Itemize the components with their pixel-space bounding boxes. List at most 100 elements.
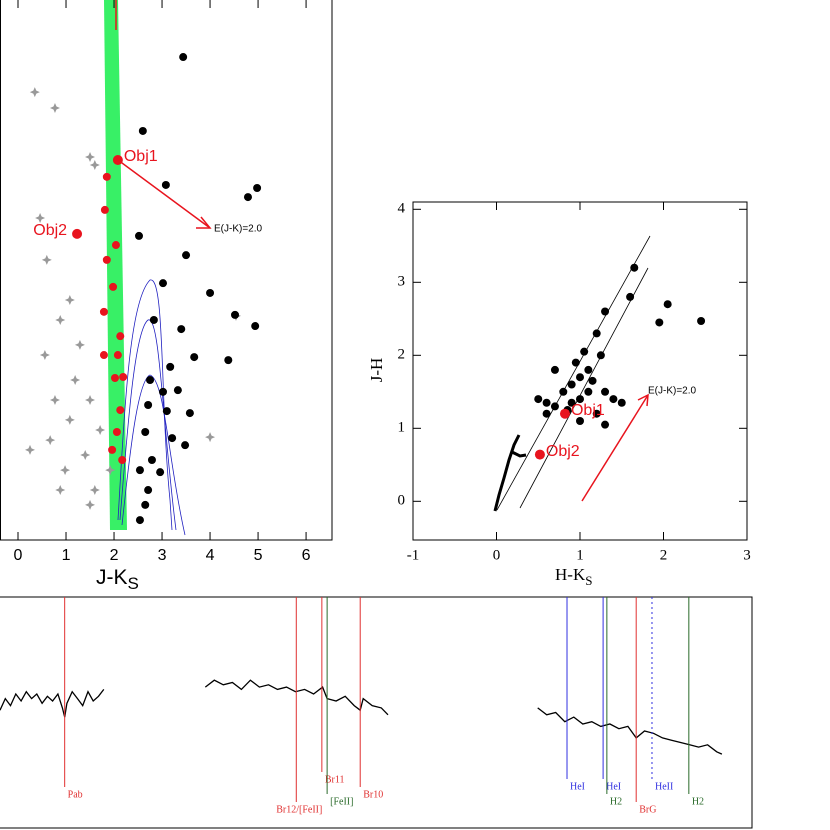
- plot-frame: [412, 201, 748, 541]
- y-tick-label: 3: [398, 274, 406, 290]
- point: [112, 428, 121, 436]
- point: [113, 351, 122, 360]
- point: [55, 314, 66, 325]
- point: [70, 375, 81, 386]
- point: [89, 160, 100, 171]
- x-axis-title-main: H-K: [555, 565, 586, 584]
- reddening-band: [519, 267, 649, 509]
- spectrum: [537, 707, 723, 755]
- point: [630, 263, 639, 272]
- point: [185, 409, 194, 418]
- point: [588, 376, 597, 385]
- y-tick-label: 0: [398, 493, 406, 509]
- spectral-line-label: H2: [692, 796, 704, 807]
- point: [224, 356, 233, 365]
- point: [231, 310, 240, 319]
- point: [118, 456, 127, 465]
- point-label: Obj1: [124, 148, 158, 165]
- point: [45, 435, 56, 446]
- point: [135, 516, 144, 525]
- y-axis-title: J-H: [367, 358, 386, 383]
- point: [559, 387, 568, 396]
- point: [697, 316, 706, 325]
- point: [617, 398, 626, 407]
- point: [601, 420, 610, 429]
- x-tick-label: 5: [254, 547, 263, 564]
- x-tick-label: 3: [158, 547, 167, 564]
- x-tick-label: 2: [660, 547, 668, 563]
- point: [253, 183, 262, 192]
- spectral-line-label: HeI: [570, 781, 585, 792]
- plot-frame: [0, 596, 753, 829]
- point: [609, 395, 618, 404]
- point: [158, 387, 167, 396]
- point: [576, 417, 584, 426]
- point: [626, 292, 635, 301]
- point: [72, 228, 83, 239]
- point: [534, 395, 543, 404]
- point: [116, 332, 125, 341]
- point: [182, 251, 191, 260]
- point: [89, 485, 100, 496]
- x-axis-title: H-KS: [555, 565, 592, 588]
- reddening-band: [496, 235, 651, 511]
- spectral-line-label: [FeII]: [330, 796, 353, 807]
- x-tick-label: 0: [14, 547, 23, 564]
- point: [116, 406, 125, 415]
- point: [243, 193, 252, 202]
- y-tick-label: 2: [398, 347, 406, 363]
- x-axis-title-main: J-K: [96, 566, 128, 589]
- point: [601, 387, 610, 396]
- point: [41, 254, 52, 265]
- isochrone: [121, 374, 186, 536]
- point: [576, 373, 584, 382]
- annotation: E(J-K)=2.0: [214, 224, 263, 235]
- point: [592, 329, 601, 338]
- point: [138, 126, 147, 135]
- spectrum: [204, 679, 389, 716]
- point-label: Obj2: [33, 222, 67, 239]
- point: [166, 362, 175, 371]
- point: [190, 353, 199, 362]
- point: [105, 465, 116, 476]
- point: [80, 449, 91, 460]
- point: [162, 407, 171, 416]
- point: [134, 231, 143, 240]
- point: [580, 347, 589, 356]
- point: [25, 444, 36, 455]
- point: [181, 441, 190, 450]
- point: [179, 53, 188, 62]
- point: [663, 300, 672, 309]
- point: [584, 365, 593, 374]
- point: [205, 432, 216, 443]
- spectral-line-label: Br10: [363, 789, 383, 800]
- x-tick-label: 6: [302, 547, 311, 564]
- point: [119, 372, 128, 381]
- point: [39, 350, 50, 361]
- point: [74, 339, 85, 350]
- point: [542, 398, 551, 407]
- point: [168, 434, 177, 443]
- spectral-line-label: Pab: [68, 789, 83, 800]
- point: [144, 401, 153, 409]
- point: [109, 282, 118, 291]
- point: [177, 325, 186, 334]
- point: [85, 151, 96, 162]
- x-tick-label: -1: [407, 547, 420, 563]
- point: [64, 295, 75, 306]
- point: [135, 466, 144, 475]
- point: [112, 154, 123, 165]
- point: [550, 402, 559, 411]
- point: [60, 465, 71, 476]
- point: [85, 394, 96, 405]
- x-axis-title: J-KS: [96, 566, 139, 594]
- point: [567, 380, 576, 389]
- reddening-arrow: [117, 159, 211, 229]
- point: [100, 205, 109, 214]
- x-tick-label: 1: [576, 547, 584, 563]
- point: [49, 103, 60, 113]
- point: [149, 315, 158, 324]
- point: [550, 365, 559, 374]
- spectral-line-label: HeI: [606, 781, 621, 792]
